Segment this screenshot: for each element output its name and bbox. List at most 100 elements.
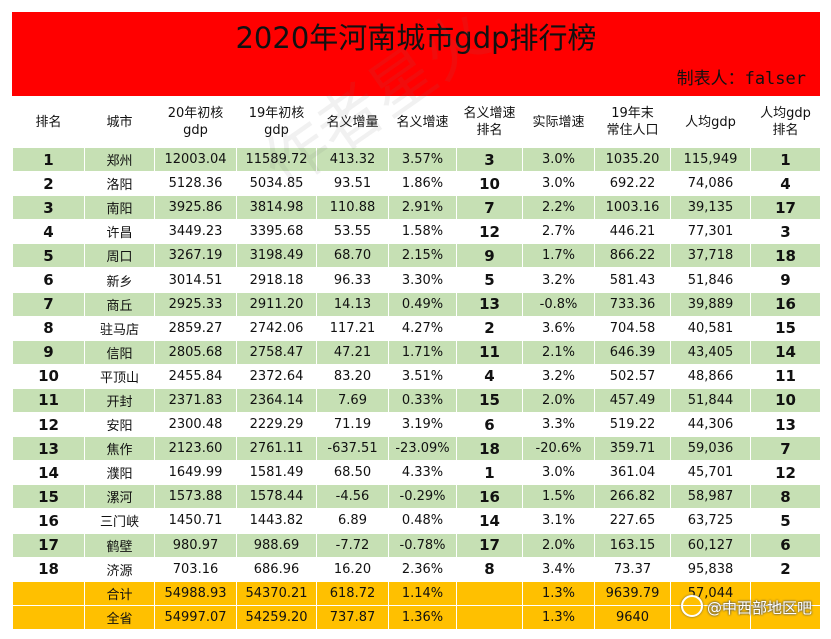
table-cell: 686.96: [236, 556, 317, 582]
table-cell: 2761.11: [236, 436, 317, 462]
total-cell: 9640: [594, 604, 671, 630]
table-cell: 安阳: [84, 412, 155, 438]
total-cell: [750, 604, 821, 630]
table-cell: 6: [456, 412, 523, 438]
table-cell: 5034.85: [236, 171, 317, 197]
table-cell: 10: [750, 387, 821, 414]
table-cell: 4: [456, 363, 523, 389]
total-cell: 1.3%: [522, 580, 595, 606]
table-cell: 227.65: [594, 508, 671, 534]
table-cell: 3.3%: [522, 412, 595, 438]
table-cell: 3.30%: [388, 267, 457, 293]
table-cell: 平顶山: [84, 363, 155, 389]
table-cell: -20.6%: [522, 436, 595, 462]
table-cell: 2.91%: [388, 195, 457, 221]
table-cell: 18: [456, 436, 523, 462]
table-cell: 4.33%: [388, 460, 457, 486]
table-cell: 703.16: [154, 556, 237, 582]
table-cell: 5: [750, 508, 821, 534]
table-cell: 3: [750, 219, 821, 245]
table-cell: 3198.49: [236, 243, 317, 269]
table-cell: 95,838: [670, 556, 751, 582]
table-cell: 13: [456, 291, 523, 317]
table-cell: 74,086: [670, 171, 751, 197]
table-row: 18 济源 703.16 686.96 16.20 2.36% 8 3.4% 73.37 95,8…: [12, 556, 821, 582]
table-cell: 5128.36: [154, 171, 237, 197]
total-cell: 54988.93: [154, 580, 237, 606]
table-row: 7 商丘 2925.33 2911.20 14.13 0.49% 13 -0.8% 733.36…: [12, 291, 821, 317]
table-cell: 12003.04: [154, 146, 237, 173]
table-cell: 359.71: [594, 436, 671, 462]
table-cell: 13: [12, 436, 85, 462]
table-cell: 1573.88: [154, 484, 237, 510]
table-cell: 2229.29: [236, 412, 317, 438]
table-cell: 39,135: [670, 195, 751, 221]
table-cell: -0.78%: [388, 532, 457, 558]
table-cell: 117.21: [316, 315, 389, 341]
table-cell: 2455.84: [154, 363, 237, 389]
table-cell: 2371.83: [154, 387, 237, 414]
table-cell: 646.39: [594, 339, 671, 365]
table-cell: 4: [12, 219, 85, 245]
table-cell: 4: [750, 171, 821, 197]
table-cell: 14.13: [316, 291, 389, 317]
table-cell: 16: [456, 484, 523, 510]
table-cell: 2.1%: [522, 339, 595, 365]
table-cell: 866.22: [594, 243, 671, 269]
total-cell: 737.87: [316, 604, 389, 630]
table-cell: 1.71%: [388, 339, 457, 365]
table-cell: 2.36%: [388, 556, 457, 582]
table-cell: 7.69: [316, 387, 389, 414]
table-cell: -637.51: [316, 436, 389, 462]
table-cell: 581.43: [594, 267, 671, 293]
table-cell: 3: [12, 195, 85, 221]
table-cell: 3.1%: [522, 508, 595, 534]
source-watermark: @中西部地区吧: [680, 595, 812, 618]
table-row: 3 南阳 3925.86 3814.98 110.88 2.91% 7 2.2% 1003.16…: [12, 195, 821, 221]
table-cell: 1035.20: [594, 146, 671, 173]
table-cell: -4.56: [316, 484, 389, 510]
table-cell: 0.33%: [388, 387, 457, 414]
table-cell: 3.2%: [522, 267, 595, 293]
table-cell: 45,701: [670, 460, 751, 486]
table-cell: 11589.72: [236, 146, 317, 173]
table-cell: 12: [750, 460, 821, 486]
table-cell: -7.72: [316, 532, 389, 558]
table-row: 17 鹤壁 980.97 988.69 -7.72 -0.78% 17 2.0% 163.15 6…: [12, 532, 821, 558]
total-cell: [456, 580, 523, 606]
gdp-ranking-sheet: 2020年河南城市gdp排行榜 制表人：falser 排名 城市 20年初核 gdp 1…: [12, 0, 821, 630]
table-cell: 1.58%: [388, 219, 457, 245]
table-cell: 1: [456, 460, 523, 486]
table-cell: 4.27%: [388, 315, 457, 341]
table-cell: 44,306: [670, 412, 751, 438]
column-header: 名义增速: [388, 96, 457, 148]
table-cell: 18: [12, 556, 85, 582]
table-cell: 12: [12, 412, 85, 438]
table-cell: 3267.19: [154, 243, 237, 269]
table-cell: 2.0%: [522, 532, 595, 558]
table-cell: -0.29%: [388, 484, 457, 510]
table-cell: 413.32: [316, 146, 389, 173]
table-row: 8 驻马店 2859.27 2742.06 117.21 4.27% 2 3.6% 704.58…: [12, 315, 821, 341]
maker-credit: 制表人：falser: [676, 69, 806, 89]
table-cell: 2.0%: [522, 387, 595, 414]
table-body: 1 郑州 12003.04 11589.72 413.32 3.57% 3 3.0% 1035.…: [12, 146, 821, 630]
table-cell: 457.49: [594, 387, 671, 414]
camera-icon: [680, 595, 703, 617]
table-cell: 1581.49: [236, 460, 317, 486]
table-cell: 2911.20: [236, 291, 317, 317]
table-cell: 2918.18: [236, 267, 317, 293]
table-cell: 1450.71: [154, 508, 237, 534]
table-row: 4 许昌 3449.23 3395.68 53.55 1.58% 12 2.7% 446.21 7…: [12, 219, 821, 245]
table-row: 12 安阳 2300.48 2229.29 71.19 3.19% 6 3.3% 519.22 4…: [12, 412, 821, 438]
table-row: 10 平顶山 2455.84 2372.64 83.20 3.51% 4 3.2% 502.57…: [12, 363, 821, 389]
table-cell: 77,301: [670, 219, 751, 245]
table-cell: 1578.44: [236, 484, 317, 510]
table-cell: 73.37: [594, 556, 671, 582]
table-cell: 71.19: [316, 412, 389, 438]
table-cell: 0.49%: [388, 291, 457, 317]
total-cell: 54259.20: [236, 604, 317, 630]
table-cell: 0.48%: [388, 508, 457, 534]
table-cell: 502.57: [594, 363, 671, 389]
table-cell: 9: [12, 339, 85, 365]
